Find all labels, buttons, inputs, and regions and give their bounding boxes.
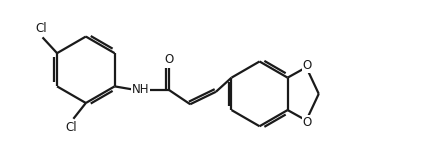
Text: O: O bbox=[303, 116, 312, 129]
Text: O: O bbox=[164, 53, 173, 66]
Text: Cl: Cl bbox=[35, 22, 47, 35]
Text: NH: NH bbox=[132, 83, 149, 96]
Text: O: O bbox=[303, 59, 312, 72]
Text: Cl: Cl bbox=[65, 121, 77, 134]
